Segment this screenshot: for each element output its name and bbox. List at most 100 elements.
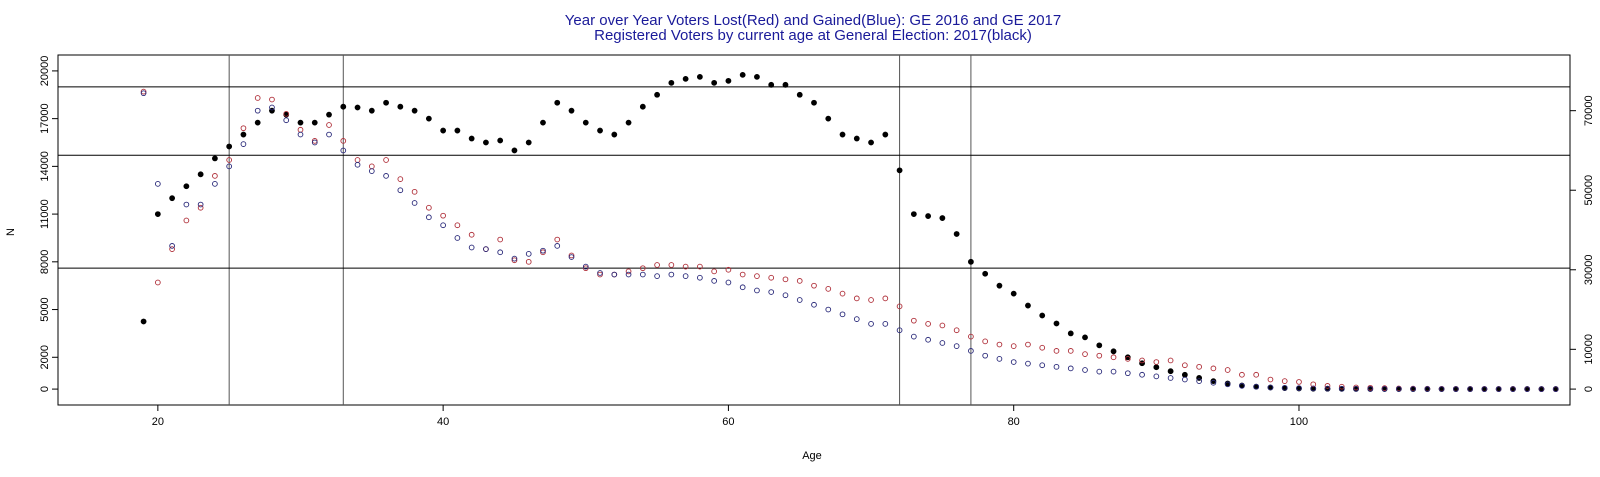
data-point xyxy=(154,211,161,217)
data-point xyxy=(1310,381,1317,388)
data-point xyxy=(1210,379,1217,386)
data-point xyxy=(483,246,489,252)
data-point xyxy=(140,88,147,95)
data-point xyxy=(1167,357,1174,364)
data-point xyxy=(340,147,347,154)
data-point xyxy=(839,311,846,318)
data-point xyxy=(639,271,646,278)
y-tick-label: 5000 xyxy=(39,297,51,321)
data-point xyxy=(511,257,518,264)
data-point xyxy=(682,273,689,279)
data-point xyxy=(411,188,418,195)
data-point xyxy=(1124,356,1131,362)
data-point xyxy=(226,157,233,163)
data-point xyxy=(568,252,575,259)
data-point xyxy=(1067,365,1074,372)
data-point xyxy=(311,119,318,126)
data-point xyxy=(697,263,703,270)
data-point xyxy=(711,278,718,284)
data-point xyxy=(311,138,318,144)
data-point xyxy=(739,271,746,278)
data-point xyxy=(882,131,889,138)
data-point xyxy=(1182,376,1188,383)
data-point xyxy=(1053,320,1060,327)
data-point xyxy=(154,181,161,187)
data-point xyxy=(212,173,218,179)
x-tick-label: 100 xyxy=(1290,416,1308,428)
data-point xyxy=(1082,351,1088,357)
data-point xyxy=(568,254,575,260)
data-point xyxy=(525,251,532,257)
data-point xyxy=(811,282,817,289)
data-point xyxy=(1210,378,1217,385)
data-point xyxy=(525,139,532,146)
data-point xyxy=(1467,386,1474,392)
data-point xyxy=(1167,375,1174,381)
data-point xyxy=(240,131,247,138)
data-point xyxy=(283,117,290,124)
data-point xyxy=(212,155,218,162)
data-point xyxy=(397,103,404,110)
data-point xyxy=(1281,384,1288,391)
data-point xyxy=(825,286,832,292)
data-point xyxy=(497,137,504,144)
data-point xyxy=(968,348,974,354)
data-point xyxy=(754,287,760,294)
data-point xyxy=(1424,386,1431,392)
data-point xyxy=(169,246,175,252)
data-point xyxy=(1082,367,1088,373)
data-point xyxy=(697,274,703,281)
x-tick-label: 20 xyxy=(152,416,164,428)
y-axis-label: N xyxy=(5,228,17,236)
data-point xyxy=(554,236,561,243)
data-point xyxy=(1410,386,1416,392)
y2-tick-label: 70000 xyxy=(1583,95,1595,126)
x-tick-label: 60 xyxy=(722,416,734,428)
data-point xyxy=(468,135,475,142)
data-point xyxy=(1153,359,1160,365)
data-point xyxy=(811,301,817,308)
data-point xyxy=(1067,330,1074,337)
data-point xyxy=(340,103,347,110)
data-point xyxy=(1324,385,1331,392)
data-point xyxy=(1395,386,1402,392)
data-point xyxy=(254,95,261,101)
data-point xyxy=(1167,368,1174,375)
data-point xyxy=(839,290,846,297)
y-axis-left: 0 2000 5000 8000 11000 14000 17000 20000 xyxy=(39,56,58,392)
data-point xyxy=(982,352,989,359)
data-point xyxy=(668,79,675,86)
data-point xyxy=(1481,386,1488,392)
y-tick-label: 2000 xyxy=(39,345,51,369)
data-point xyxy=(1139,371,1145,378)
data-point xyxy=(654,262,660,268)
data-point xyxy=(154,279,161,286)
data-point xyxy=(1039,312,1046,319)
data-point xyxy=(968,333,974,340)
data-point xyxy=(197,204,204,211)
data-point xyxy=(212,181,218,187)
data-point xyxy=(468,231,475,238)
data-point xyxy=(140,90,147,97)
data-point xyxy=(1453,386,1459,392)
plot-frame xyxy=(57,54,1571,406)
data-point xyxy=(853,295,860,302)
data-point xyxy=(925,213,932,219)
data-point xyxy=(782,276,789,283)
data-point xyxy=(354,157,361,163)
series-0 xyxy=(140,71,1559,392)
data-point xyxy=(768,289,775,295)
data-point xyxy=(483,139,489,146)
data-point xyxy=(582,263,589,270)
data-point xyxy=(1067,348,1074,354)
data-point xyxy=(440,212,446,219)
data-point xyxy=(440,127,447,134)
data-point xyxy=(868,139,874,146)
data-point xyxy=(953,343,960,349)
data-point xyxy=(411,200,418,206)
data-point xyxy=(682,75,689,82)
data-point xyxy=(1082,334,1088,341)
data-point xyxy=(226,143,233,150)
data-point xyxy=(1025,341,1031,348)
data-point xyxy=(1253,371,1260,378)
